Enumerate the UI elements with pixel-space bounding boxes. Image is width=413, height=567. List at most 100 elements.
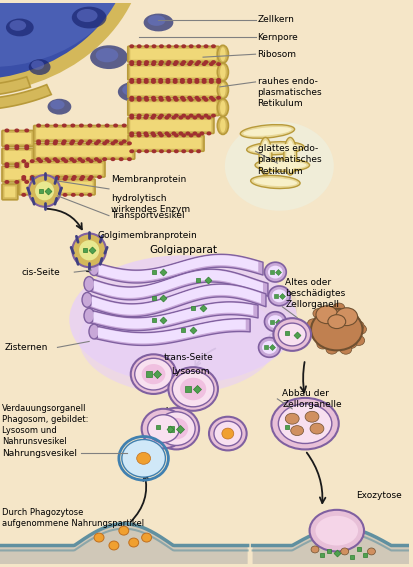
Ellipse shape (24, 180, 29, 184)
Ellipse shape (36, 139, 41, 143)
Ellipse shape (142, 409, 185, 448)
Ellipse shape (214, 421, 242, 446)
FancyBboxPatch shape (130, 120, 211, 131)
Ellipse shape (129, 116, 134, 120)
Ellipse shape (174, 98, 179, 101)
Ellipse shape (202, 78, 206, 82)
Ellipse shape (284, 137, 297, 175)
Ellipse shape (87, 193, 92, 197)
Ellipse shape (129, 62, 134, 66)
Ellipse shape (181, 44, 186, 48)
Ellipse shape (209, 62, 214, 66)
Ellipse shape (158, 80, 163, 84)
Ellipse shape (166, 98, 171, 101)
Ellipse shape (38, 193, 43, 197)
Ellipse shape (171, 132, 176, 136)
Ellipse shape (157, 116, 162, 120)
Ellipse shape (71, 177, 76, 181)
Ellipse shape (79, 193, 84, 197)
Ellipse shape (181, 60, 186, 64)
Ellipse shape (255, 159, 309, 172)
Ellipse shape (313, 308, 325, 319)
Ellipse shape (137, 149, 142, 153)
Ellipse shape (137, 98, 142, 101)
Ellipse shape (122, 439, 166, 477)
Ellipse shape (211, 44, 216, 48)
Ellipse shape (110, 141, 115, 145)
Text: Ribosom: Ribosom (258, 50, 297, 59)
Ellipse shape (355, 324, 366, 334)
Ellipse shape (166, 149, 171, 153)
Ellipse shape (50, 100, 64, 109)
Ellipse shape (185, 132, 190, 136)
FancyBboxPatch shape (2, 149, 34, 164)
Ellipse shape (271, 398, 339, 450)
Ellipse shape (217, 117, 228, 134)
Ellipse shape (119, 157, 123, 161)
Ellipse shape (259, 337, 280, 357)
Ellipse shape (196, 133, 201, 137)
Ellipse shape (87, 177, 92, 181)
Ellipse shape (62, 139, 67, 143)
Ellipse shape (143, 132, 148, 136)
Ellipse shape (137, 80, 142, 84)
FancyBboxPatch shape (34, 143, 135, 159)
Ellipse shape (144, 44, 149, 48)
Ellipse shape (216, 80, 221, 84)
Ellipse shape (311, 330, 323, 340)
Text: Altes oder
beschädigtes
Zellorganell: Altes oder beschädigtes Zellorganell (285, 278, 346, 309)
Ellipse shape (196, 60, 201, 64)
Ellipse shape (192, 132, 197, 136)
Text: Kernpore: Kernpore (258, 33, 298, 42)
Ellipse shape (157, 412, 195, 446)
Ellipse shape (305, 325, 317, 335)
Ellipse shape (264, 312, 286, 332)
Ellipse shape (187, 80, 192, 84)
Ellipse shape (72, 159, 77, 163)
Ellipse shape (262, 341, 277, 354)
Ellipse shape (189, 133, 194, 137)
Ellipse shape (0, 0, 134, 67)
Ellipse shape (70, 124, 75, 128)
Ellipse shape (79, 124, 84, 128)
Ellipse shape (80, 159, 85, 163)
Text: Golgiapparat: Golgiapparat (149, 246, 217, 255)
FancyBboxPatch shape (21, 181, 93, 192)
Ellipse shape (30, 159, 35, 163)
Ellipse shape (254, 178, 297, 186)
Ellipse shape (31, 60, 44, 70)
Ellipse shape (102, 157, 107, 161)
Ellipse shape (53, 139, 58, 143)
Ellipse shape (46, 193, 51, 197)
Ellipse shape (55, 175, 60, 179)
Ellipse shape (144, 96, 149, 100)
Ellipse shape (174, 113, 179, 117)
Ellipse shape (79, 139, 84, 143)
Ellipse shape (368, 548, 375, 555)
Ellipse shape (89, 261, 99, 276)
Ellipse shape (129, 96, 134, 100)
Ellipse shape (352, 321, 364, 331)
Ellipse shape (77, 141, 82, 145)
Ellipse shape (144, 113, 149, 117)
Text: hydrolytisch
wirkendes Enzym: hydrolytisch wirkendes Enzym (111, 194, 190, 214)
Ellipse shape (216, 62, 221, 66)
Ellipse shape (129, 132, 134, 136)
Ellipse shape (21, 159, 26, 163)
Ellipse shape (166, 133, 171, 137)
Ellipse shape (336, 308, 358, 325)
Ellipse shape (89, 159, 94, 163)
Ellipse shape (159, 44, 164, 48)
Ellipse shape (144, 133, 149, 137)
Ellipse shape (202, 62, 206, 66)
Ellipse shape (36, 124, 41, 128)
Ellipse shape (47, 99, 71, 115)
Ellipse shape (173, 96, 178, 100)
Ellipse shape (353, 336, 365, 345)
Ellipse shape (204, 60, 209, 64)
Ellipse shape (181, 149, 186, 153)
Ellipse shape (258, 161, 306, 169)
Ellipse shape (147, 414, 179, 442)
Ellipse shape (217, 81, 228, 99)
Ellipse shape (333, 303, 345, 313)
